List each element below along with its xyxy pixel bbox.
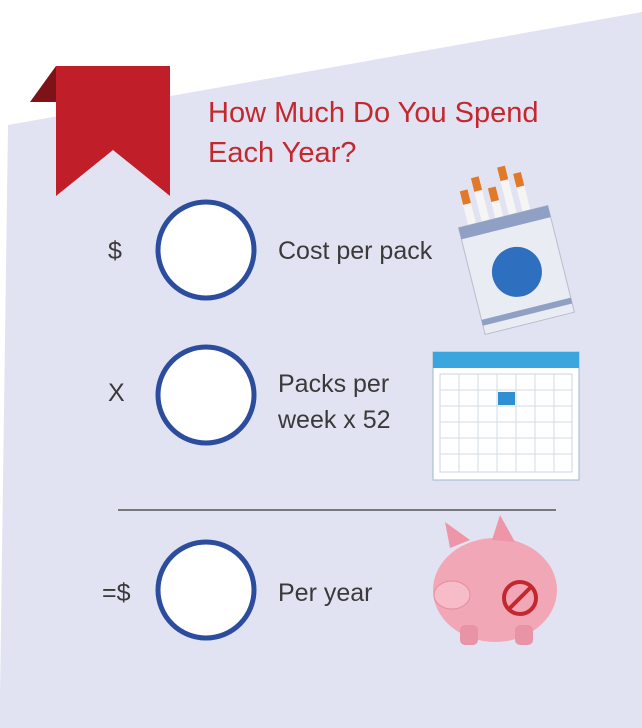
row-label: Packs per	[278, 370, 389, 398]
infographic: How Much Do You Spend Each Year? $ Cost …	[0, 0, 642, 728]
row-prefix: =$	[102, 579, 131, 607]
title-line: How Much Do You Spend	[208, 97, 539, 129]
ribbon-fold	[30, 66, 56, 102]
row-label: Cost per pack	[278, 237, 433, 265]
input-circle[interactable]	[158, 542, 254, 638]
row-label: Per year	[278, 579, 372, 607]
calendar-icon	[433, 352, 579, 480]
title-line: Each Year?	[208, 137, 356, 169]
row-prefix: X	[108, 379, 125, 407]
input-circle[interactable]	[158, 202, 254, 298]
row-prefix: $	[108, 237, 122, 265]
row-label: week x 52	[277, 406, 391, 434]
input-circle[interactable]	[158, 347, 254, 443]
